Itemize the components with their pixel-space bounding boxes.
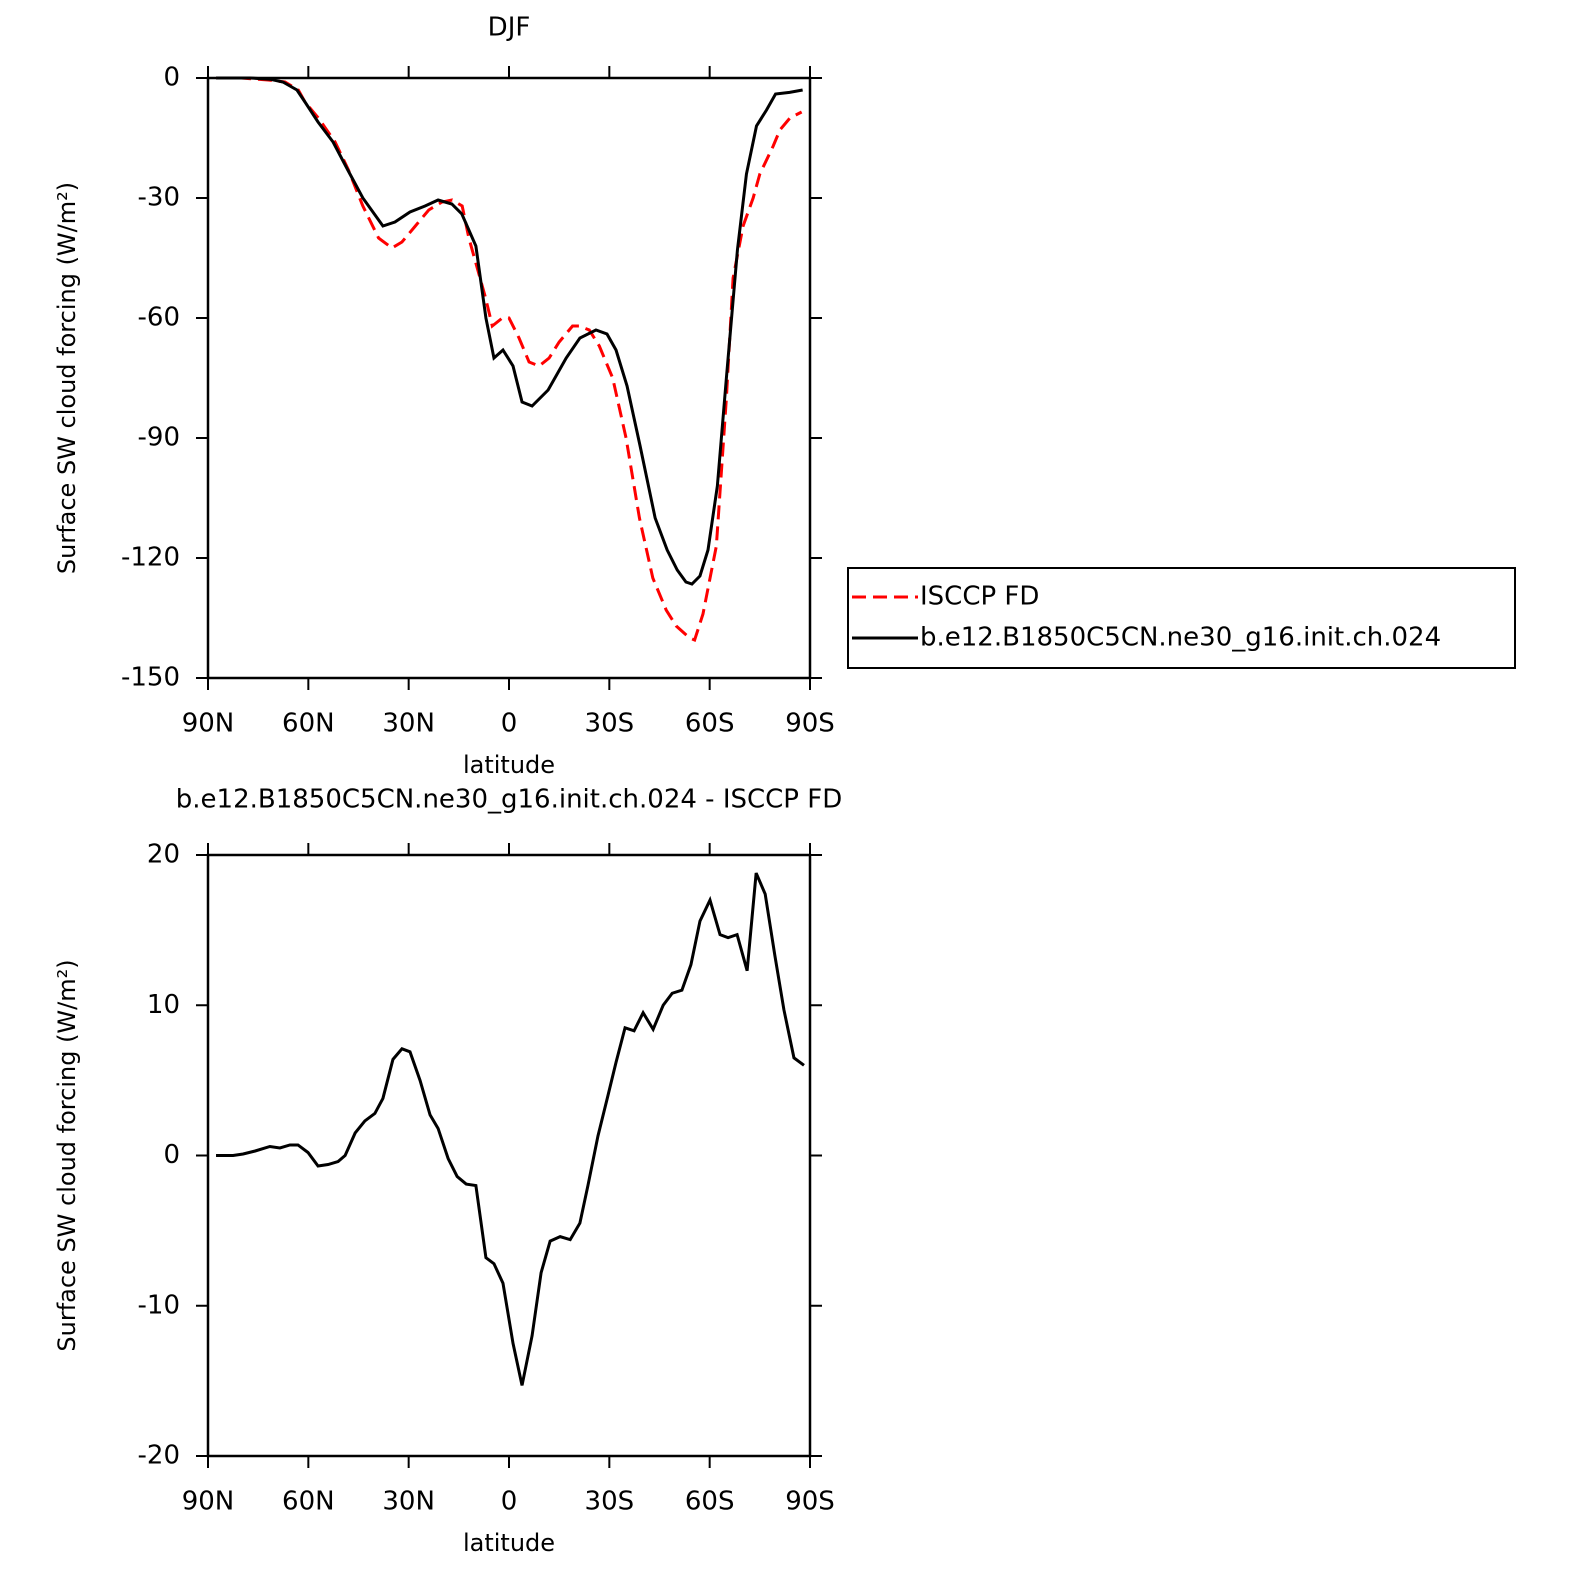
x-tick-label: 90S — [785, 1487, 835, 1517]
x-axis-label: latitude — [463, 751, 555, 779]
y-axis-label: Surface SW cloud forcing (W/m²) — [53, 182, 81, 574]
y-tick-label: 0 — [163, 63, 180, 93]
x-tick-label: 90S — [785, 709, 835, 739]
x-tick-label: 90N — [182, 1487, 235, 1517]
data-line — [216, 872, 805, 1386]
y-tick-label: 20 — [147, 840, 180, 870]
legend-label: b.e12.B1850C5CN.ne30_g16.init.ch.024 — [920, 623, 1441, 653]
plot-frame — [206, 76, 812, 680]
x-tick-label: 30S — [585, 709, 635, 739]
y-tick-label: -150 — [121, 663, 180, 693]
x-tick-label: 0 — [501, 1487, 518, 1517]
y-tick-label: -90 — [138, 423, 180, 453]
x-tick-label: 30S — [585, 1487, 635, 1517]
x-axis-label: latitude — [463, 1529, 555, 1557]
plot-frame — [206, 853, 812, 1458]
legend-box — [847, 567, 1516, 669]
x-tick-label: 60N — [282, 1487, 335, 1517]
x-tick-label: 60S — [685, 1487, 735, 1517]
y-tick-label: -120 — [121, 543, 180, 573]
x-tick-label: 60S — [685, 709, 735, 739]
y-tick-label: 0 — [163, 1140, 180, 1170]
x-tick-label: 30N — [382, 709, 435, 739]
data-line — [216, 76, 803, 586]
chart-title: DJF — [488, 13, 531, 43]
y-axis-label: Surface SW cloud forcing (W/m²) — [53, 959, 81, 1351]
y-tick-label: -10 — [138, 1290, 180, 1320]
y-tick-label: -30 — [138, 183, 180, 213]
legend-label: ISCCP FD — [920, 582, 1039, 612]
y-tick-label: -60 — [138, 303, 180, 333]
x-tick-label: 0 — [501, 709, 518, 739]
x-tick-label: 90N — [182, 709, 235, 739]
y-tick-label: 10 — [147, 990, 180, 1020]
y-tick-label: -20 — [138, 1441, 180, 1471]
x-tick-label: 60N — [282, 709, 335, 739]
x-tick-label: 30N — [382, 1487, 435, 1517]
chart-title: b.e12.B1850C5CN.ne30_g16.init.ch.024 - I… — [176, 785, 842, 815]
